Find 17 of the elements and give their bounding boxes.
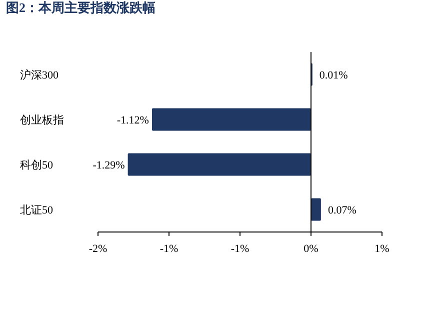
x-tick-label: 0%: [304, 243, 318, 255]
y-tick-label: 科创50: [20, 160, 54, 172]
x-tick-label: 1%: [374, 243, 390, 255]
x-tick-label: -1%: [230, 243, 250, 255]
chart-title: 图2：本周主要指数涨跌幅: [6, 0, 156, 15]
bar: [128, 153, 311, 176]
bar: [152, 108, 311, 131]
data-label: 0.07%: [328, 204, 356, 216]
y-tick-label: 创业板指: [20, 114, 64, 126]
y-tick-label: 北证50: [20, 204, 54, 216]
x-tick-label: -1%: [160, 243, 178, 255]
y-tick-label: 沪深300: [20, 68, 59, 82]
data-label: -1.12%: [116, 114, 149, 126]
data-label: -1.29%: [92, 160, 125, 172]
data-label: 0.01%: [319, 70, 348, 82]
x-tick-label: -2%: [88, 243, 108, 255]
bar: [311, 198, 321, 221]
